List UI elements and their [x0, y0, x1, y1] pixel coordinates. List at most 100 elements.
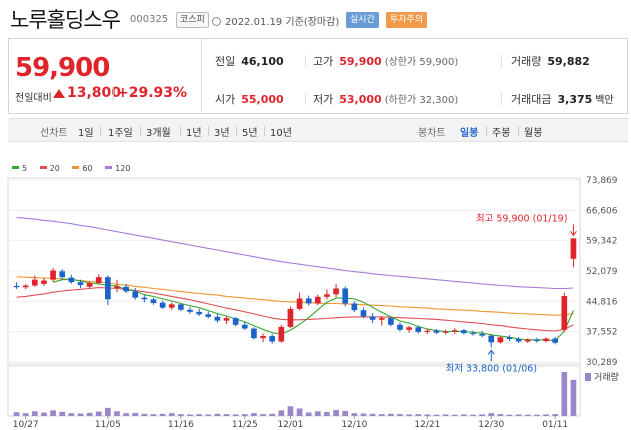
volume-bar: [424, 414, 431, 416]
candle-chart-label: 봉차트: [418, 128, 446, 139]
x-tick-label: 01/11: [542, 420, 568, 430]
candle-body: [497, 337, 504, 343]
volume-bar: [287, 406, 294, 416]
candle-body: [534, 339, 540, 342]
volume-bar: [22, 413, 29, 416]
candle-body: [378, 318, 385, 320]
legend-ma120: 120: [105, 164, 130, 173]
chart-canvas: 73,869 66,606 59,342 52,079 44,816 37,552 30,2…: [7, 176, 619, 430]
volume-bar: [488, 413, 495, 416]
period-1w[interactable]: 1주일: [108, 128, 133, 139]
volume-bar: [41, 412, 47, 416]
realtime-button[interactable]: 실시간: [346, 12, 379, 28]
volume-bar: [50, 410, 56, 416]
low-annotation: 최저 33,800 (01/06): [445, 363, 537, 374]
volume-bar: [543, 414, 549, 416]
candle-body: [278, 326, 285, 342]
volume-bar: [552, 414, 559, 416]
volume-bar: [433, 414, 440, 416]
ma-line-ma5: [52, 278, 574, 342]
change-value: 13,800: [67, 85, 122, 101]
candle-body: [141, 297, 148, 300]
volume-bar: [132, 412, 139, 416]
candle-body: [123, 286, 129, 292]
stock-name: 노루홀딩스우: [10, 8, 121, 32]
volume-bar: [205, 414, 212, 416]
volume-frame: [7, 365, 581, 417]
period-5y[interactable]: 5년: [242, 128, 258, 139]
divider: [180, 126, 181, 136]
y-tick-label: 30,289: [586, 358, 618, 368]
candle-body: [13, 285, 20, 288]
legend-ma20: 20: [39, 164, 60, 173]
period-10y[interactable]: 10년: [270, 128, 292, 139]
compare-label: 전일대비: [15, 93, 52, 104]
candle-daily[interactable]: 일봉: [460, 128, 479, 139]
volume-legend-swatch: [585, 373, 591, 381]
volume-bar: [314, 411, 321, 416]
candle-body: [50, 270, 56, 280]
volume-bar: [497, 414, 504, 416]
volume-bar: [397, 414, 403, 416]
volume-bar: [324, 411, 330, 416]
x-tick-label: 11/05: [95, 420, 121, 430]
volume-bar: [278, 410, 285, 416]
divider: [501, 55, 502, 67]
volume-bar: [31, 411, 38, 416]
volume-bar: [534, 414, 540, 416]
volume-bar: [570, 379, 577, 416]
line-chart-label: 선차트: [40, 128, 68, 139]
volume-bar: [369, 413, 376, 416]
candle-body: [168, 304, 175, 308]
volume-bar: [406, 414, 412, 416]
divider: [208, 126, 209, 136]
divider: |: [111, 86, 116, 101]
candle-body: [41, 280, 47, 284]
volume-bar: [141, 413, 148, 416]
candle-body: [324, 294, 330, 297]
volume-bar: [296, 408, 303, 416]
y-tick-label: 52,079: [586, 267, 618, 277]
up-arrow-icon: [53, 89, 65, 98]
candle-body: [132, 291, 139, 298]
period-1d[interactable]: 1일: [78, 128, 94, 139]
clock-icon: [212, 17, 221, 26]
period-3y[interactable]: 3년: [214, 128, 230, 139]
candle-body: [397, 324, 403, 330]
candle-body: [205, 314, 212, 317]
title-bar: 노루홀딩스우 000325 코스피 2022.01.19 기준(장마감) 실시간…: [0, 0, 631, 38]
period-1y[interactable]: 1년: [186, 128, 202, 139]
candle-body: [442, 331, 449, 333]
candle-body: [223, 318, 230, 321]
open-price: 시가 55,000: [215, 93, 284, 106]
candle-body: [251, 328, 257, 339]
volume-bar: [150, 414, 157, 416]
candle-weekly[interactable]: 주봉: [492, 128, 511, 139]
volume-bar: [360, 413, 367, 416]
candle-body: [31, 279, 38, 286]
ma-line-ma120: [16, 216, 574, 290]
period-3m[interactable]: 3개월: [146, 128, 171, 139]
candle-monthly[interactable]: 월봉: [524, 128, 543, 139]
candle-body: [260, 336, 266, 339]
volume-bar: [515, 414, 522, 416]
ma-line-ma20: [16, 287, 574, 332]
x-tick-label: 12/10: [341, 420, 367, 430]
price-chart[interactable]: 5 20 60 120 73,869 66,606 59,342 52,079 44,8…: [0, 150, 631, 430]
divider: [305, 55, 306, 67]
volume-bar: [415, 414, 422, 416]
x-tick-label: 11/16: [168, 420, 194, 430]
candle-body: [114, 286, 120, 289]
volume-bar: [159, 413, 166, 416]
volume-bar: [178, 414, 184, 416]
volume-bar: [524, 414, 531, 416]
candle-body: [150, 299, 157, 304]
volume-bar: [342, 410, 349, 416]
candle-body: [59, 271, 66, 278]
high-annotation: 최고 59,900 (01/19): [476, 213, 568, 224]
candle-body: [570, 238, 577, 259]
candle-body: [342, 288, 349, 304]
candle-body: [232, 318, 239, 325]
candle-body: [22, 285, 29, 288]
volume-bar: [333, 410, 339, 416]
